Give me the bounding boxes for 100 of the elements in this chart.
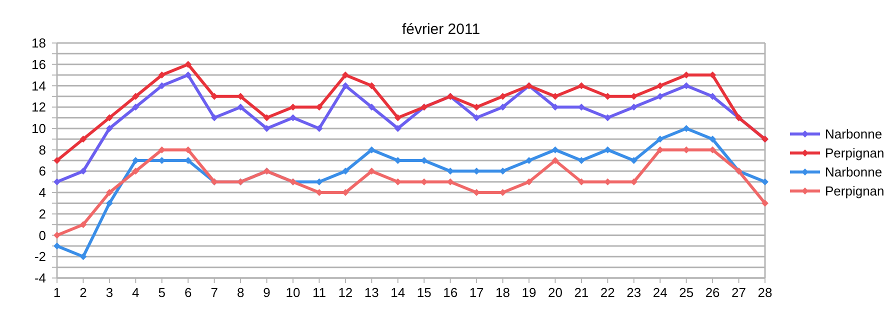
legend-label: Narbonne <box>825 164 882 180</box>
point <box>290 114 296 122</box>
y-tick-label: 4 <box>38 185 46 200</box>
point <box>106 124 113 132</box>
point <box>368 104 376 111</box>
point <box>263 114 270 122</box>
point <box>132 104 140 111</box>
x-tick-label: 12 <box>338 285 353 300</box>
x-tick-label: 7 <box>210 285 218 300</box>
legend-label: Perpignan <box>825 184 884 199</box>
legend-label: Perpignan <box>825 146 884 161</box>
y-tick-label: 0 <box>38 228 46 243</box>
point <box>290 104 296 111</box>
point <box>106 200 113 207</box>
point <box>709 136 716 143</box>
point <box>184 72 192 79</box>
x-tick-label: 15 <box>416 285 432 300</box>
point <box>80 168 87 175</box>
point <box>210 114 218 122</box>
point <box>158 82 166 90</box>
y-tick-label: 14 <box>32 78 46 94</box>
y-tick-label: 12 <box>32 100 46 115</box>
point <box>578 157 585 164</box>
legend-label: Narbonne <box>825 126 882 142</box>
point <box>237 92 244 100</box>
point <box>499 92 506 100</box>
point <box>368 146 376 154</box>
x-tick-label: 17 <box>469 285 484 300</box>
x-tick-label: 8 <box>236 285 244 300</box>
point <box>80 253 87 260</box>
x-tick-label: 27 <box>732 285 746 300</box>
point <box>394 124 402 132</box>
x-tick-label: 3 <box>106 285 114 300</box>
x-tick-label: 20 <box>548 285 562 300</box>
x-tick-label: 23 <box>626 285 642 300</box>
point <box>184 146 192 154</box>
y-tick-label: 8 <box>38 142 46 158</box>
point <box>342 82 349 90</box>
y-tick-label: 2 <box>38 206 46 222</box>
point <box>709 146 716 154</box>
x-tick-label: 5 <box>158 285 166 300</box>
chart-title: février 2011 <box>402 21 480 38</box>
point <box>184 60 192 68</box>
x-tick-label: 21 <box>574 285 589 300</box>
point <box>656 136 664 143</box>
x-tick-label: 2 <box>80 285 87 300</box>
x-tick-label: 6 <box>184 285 192 300</box>
point <box>106 189 113 196</box>
y-tick-label: 16 <box>32 56 46 72</box>
point <box>656 82 664 90</box>
point <box>158 72 166 79</box>
point <box>762 200 768 207</box>
point <box>578 178 585 186</box>
point <box>368 82 376 90</box>
point <box>630 104 638 111</box>
point <box>552 146 559 154</box>
point <box>80 221 87 228</box>
point <box>342 168 349 175</box>
point <box>80 136 87 143</box>
point <box>473 104 480 111</box>
y-tick-label: 6 <box>38 164 46 179</box>
point <box>630 157 638 164</box>
point <box>473 114 480 122</box>
x-tick-label: 24 <box>652 285 668 300</box>
y-tick-label: 10 <box>32 121 46 136</box>
point <box>682 124 690 132</box>
point <box>342 72 349 79</box>
x-tick-label: 10 <box>286 285 300 300</box>
point <box>604 114 612 122</box>
x-tick-label: 18 <box>496 285 510 300</box>
point <box>604 146 612 154</box>
x-tick-label: 9 <box>263 285 270 300</box>
x-tick-label: 28 <box>758 285 772 300</box>
point <box>552 92 559 100</box>
point <box>526 157 532 164</box>
point <box>106 114 113 122</box>
y-tick-label: 18 <box>32 36 46 51</box>
x-tick-label: 19 <box>522 285 536 300</box>
point <box>316 124 323 132</box>
point <box>578 82 585 90</box>
y-tick-label: -2 <box>34 249 46 264</box>
x-tick-label: 26 <box>705 285 720 300</box>
point <box>394 114 402 122</box>
point <box>368 168 376 175</box>
point <box>237 104 244 111</box>
point <box>526 178 532 186</box>
point <box>762 178 768 186</box>
point <box>263 124 270 132</box>
point <box>709 92 716 100</box>
x-tick-label: 11 <box>312 285 326 300</box>
x-tick-label: 1 <box>53 285 61 300</box>
point <box>656 92 664 100</box>
point <box>499 104 506 111</box>
x-tick-label: 16 <box>443 285 458 300</box>
x-tick-label: 4 <box>132 285 140 300</box>
x-tick-label: 22 <box>600 285 615 300</box>
x-tick-label: 13 <box>364 285 379 300</box>
y-tick-label: -4 <box>34 270 46 286</box>
point <box>132 168 140 175</box>
point <box>132 92 140 100</box>
